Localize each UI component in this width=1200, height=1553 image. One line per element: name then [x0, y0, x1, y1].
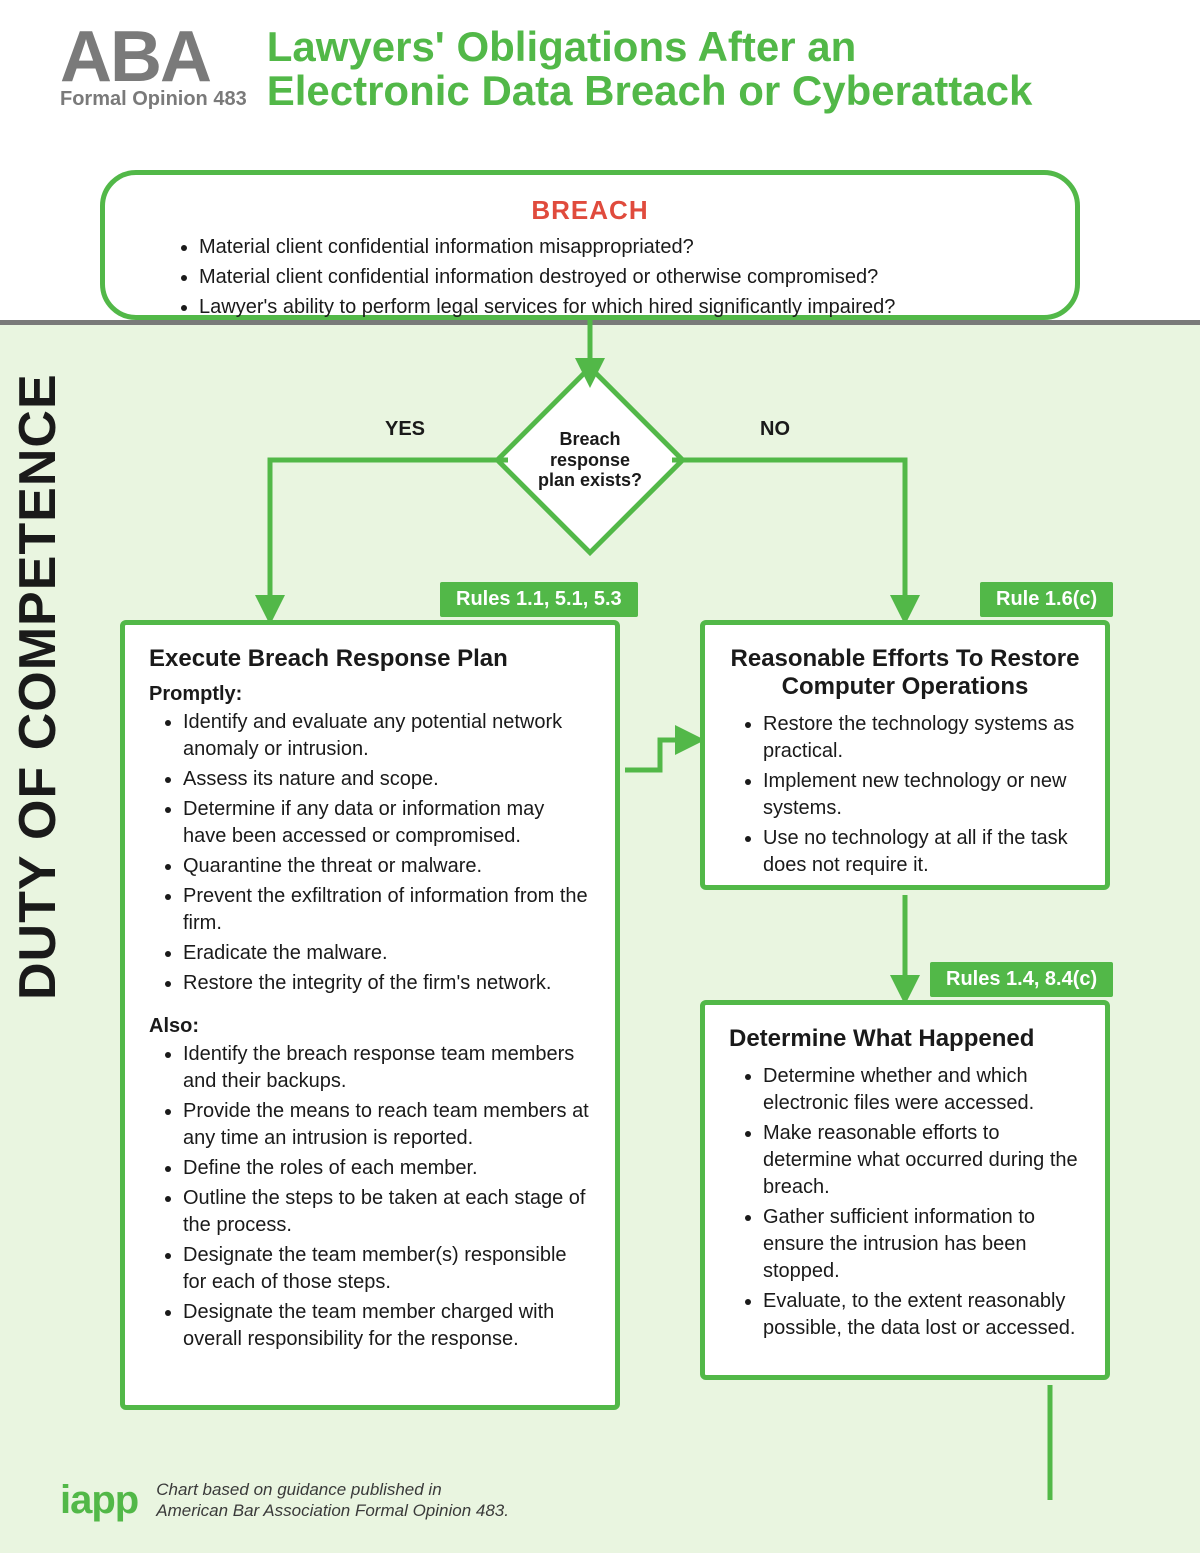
- footer: iapp Chart based on guidance published i…: [60, 1478, 509, 1523]
- page-title: Lawyers' Obligations After an Electronic…: [267, 25, 1033, 113]
- determine-title: Determine What Happened: [729, 1025, 1081, 1053]
- execute-bullet: Outline the steps to be taken at each st…: [183, 1185, 591, 1239]
- page: ABA Formal Opinion 483 Lawyers' Obligati…: [0, 0, 1200, 1553]
- execute-box: Execute Breach Response Plan Promptly: I…: [120, 620, 620, 1410]
- decision-diamond: Breach response plan exists?: [500, 370, 680, 550]
- aba-logo-sub: Formal Opinion 483: [60, 88, 247, 111]
- aba-logo: ABA Formal Opinion 483: [60, 25, 247, 111]
- breach-bullet: Material client confidential information…: [199, 264, 1051, 291]
- execute-bullet: Quarantine the threat or malware.: [183, 853, 591, 880]
- execute-sub1: Promptly:: [149, 683, 591, 706]
- execute-bullet: Restore the integrity of the firm's netw…: [183, 970, 591, 997]
- restore-box: Reasonable Efforts To Restore Computer O…: [700, 620, 1110, 890]
- breach-bullet: Lawyer's ability to perform legal servic…: [199, 294, 1051, 321]
- footer-note: Chart based on guidance published in Ame…: [156, 1480, 509, 1521]
- execute-bullet: Define the roles of each member.: [183, 1155, 591, 1182]
- execute-list2: Identify the breach response team member…: [149, 1041, 591, 1353]
- restore-bullet: Implement new technology or new systems.: [763, 768, 1081, 822]
- execute-bullet: Eradicate the malware.: [183, 940, 591, 967]
- execute-bullet: Identify and evaluate any potential netw…: [183, 709, 591, 763]
- restore-list: Restore the technology systems as practi…: [729, 711, 1081, 879]
- execute-sub2: Also:: [149, 1015, 591, 1038]
- breach-label: BREACH: [129, 195, 1051, 226]
- title-line2: Electronic Data Breach or Cyberattack: [267, 67, 1033, 114]
- aba-logo-top: ABA: [60, 25, 210, 90]
- execute-bullet: Provide the means to reach team members …: [183, 1098, 591, 1152]
- execute-bullet: Determine if any data or information may…: [183, 796, 591, 850]
- iapp-logo: iapp: [60, 1478, 138, 1523]
- title-line1: Lawyers' Obligations After an: [267, 23, 857, 70]
- header: ABA Formal Opinion 483 Lawyers' Obligati…: [60, 25, 1032, 113]
- execute-title: Execute Breach Response Plan: [149, 645, 591, 673]
- diamond-text: Breach response plan exists?: [500, 370, 680, 550]
- restore-bullet: Restore the technology systems as practi…: [763, 711, 1081, 765]
- determine-bullet: Gather sufficient information to ensure …: [763, 1204, 1081, 1285]
- rule-tag-restore: Rule 1.6(c): [980, 582, 1113, 617]
- execute-bullet: Identify the breach response team member…: [183, 1041, 591, 1095]
- determine-box: Determine What Happened Determine whethe…: [700, 1000, 1110, 1380]
- execute-bullet: Prevent the exfiltration of information …: [183, 883, 591, 937]
- rule-tag-determine: Rules 1.4, 8.4(c): [930, 962, 1113, 997]
- execute-list1: Identify and evaluate any potential netw…: [149, 709, 591, 997]
- edge-label-no: NO: [760, 418, 790, 441]
- execute-bullet: Designate the team member charged with o…: [183, 1299, 591, 1353]
- determine-bullet: Evaluate, to the extent reasonably possi…: [763, 1288, 1081, 1342]
- execute-bullet: Assess its nature and scope.: [183, 766, 591, 793]
- determine-bullet: Determine whether and which electronic f…: [763, 1063, 1081, 1117]
- side-label: DUTY OF COMPETENCE: [8, 373, 68, 1000]
- breach-bullets: Material client confidential information…: [129, 234, 1051, 321]
- edge-label-yes: YES: [385, 418, 425, 441]
- rule-tag-execute: Rules 1.1, 5.1, 5.3: [440, 582, 638, 617]
- breach-box: BREACH Material client confidential info…: [100, 170, 1080, 320]
- determine-list: Determine whether and which electronic f…: [729, 1063, 1081, 1342]
- restore-title: Reasonable Efforts To Restore Computer O…: [729, 645, 1081, 701]
- determine-bullet: Make reasonable efforts to determine wha…: [763, 1120, 1081, 1201]
- restore-bullet: Use no technology at all if the task doe…: [763, 825, 1081, 879]
- breach-bullet: Material client confidential information…: [199, 234, 1051, 261]
- execute-bullet: Designate the team member(s) responsible…: [183, 1242, 591, 1296]
